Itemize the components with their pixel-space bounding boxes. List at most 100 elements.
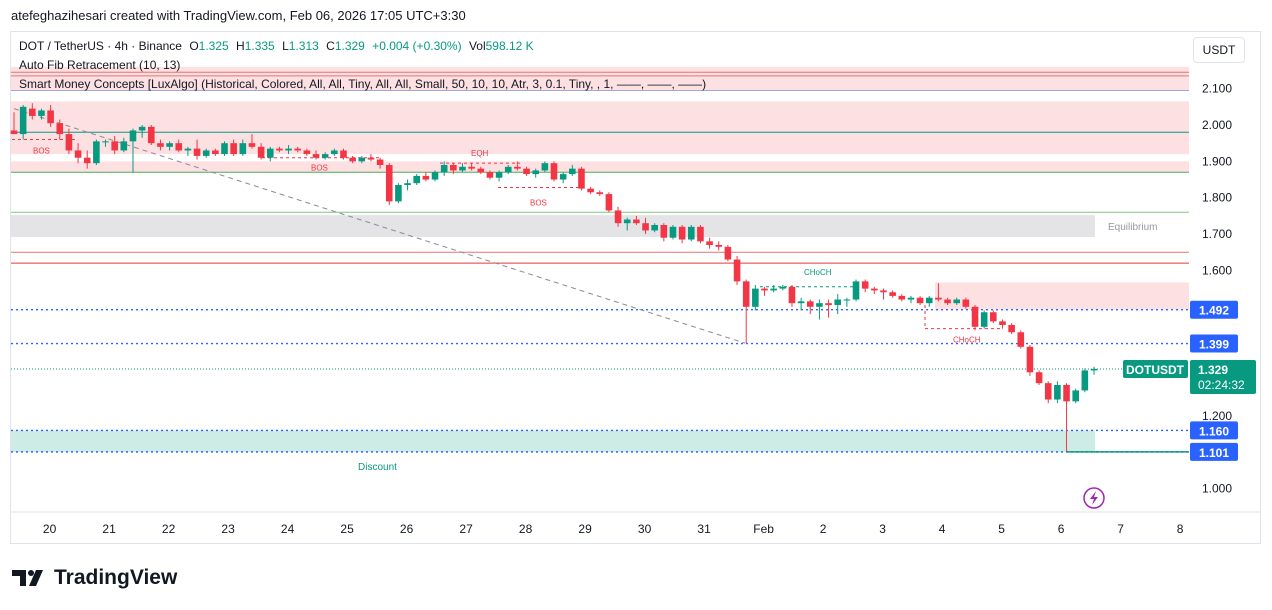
candle-body bbox=[303, 150, 311, 155]
symbol-tag-bg bbox=[1123, 359, 1188, 378]
candle-body bbox=[614, 210, 622, 224]
candle-body bbox=[843, 299, 851, 301]
candle-body bbox=[1081, 370, 1089, 391]
candle-body bbox=[779, 286, 787, 289]
candle-body bbox=[376, 159, 384, 165]
candle-body bbox=[541, 163, 549, 171]
candle-body bbox=[532, 170, 539, 175]
premium-zone bbox=[11, 101, 1189, 155]
candle-body bbox=[871, 288, 878, 291]
candle-body bbox=[312, 154, 320, 158]
tradingview-logo[interactable]: TradingView bbox=[12, 566, 177, 590]
candle-body bbox=[202, 150, 210, 156]
legend-ohlc: DOT / TetherUS · 4h · Binance O1.325 H1.… bbox=[19, 39, 534, 53]
candle-body bbox=[706, 241, 713, 245]
tradingview-logo-text: TradingView bbox=[54, 566, 178, 589]
candle-body bbox=[248, 143, 256, 147]
candle-body bbox=[1026, 346, 1034, 373]
legend-close: 1.329 bbox=[334, 39, 365, 53]
candle-body bbox=[1017, 332, 1025, 347]
legend-symbol: DOT / TetherUS · 4h · Binance bbox=[19, 39, 182, 53]
candle-body bbox=[111, 141, 118, 151]
y-tick-label: 2.100 bbox=[1202, 82, 1232, 96]
trendline bbox=[13, 108, 746, 344]
currency-button[interactable]: USDT bbox=[1193, 37, 1245, 63]
candle-body bbox=[687, 226, 695, 240]
candle-body bbox=[1035, 372, 1043, 384]
x-tick-label: 21 bbox=[102, 522, 116, 536]
candle-body bbox=[733, 259, 741, 282]
equilibrium-label: Equilibrium bbox=[1108, 222, 1157, 233]
candle-body bbox=[175, 143, 183, 151]
y-tick-label: 1.900 bbox=[1202, 154, 1232, 168]
bos-label-3: BOS bbox=[530, 199, 547, 208]
y-tick-label: 1.700 bbox=[1202, 227, 1232, 241]
candle-body bbox=[367, 157, 375, 160]
candle-body bbox=[752, 288, 759, 307]
candle-body bbox=[788, 286, 796, 304]
bos-label-2: BOS bbox=[311, 164, 328, 173]
legend-volume-label: Vol bbox=[468, 39, 486, 53]
discount-label: Discount bbox=[358, 462, 397, 473]
candle-body bbox=[898, 295, 906, 300]
legend-indicator-smc[interactable]: Smart Money Concepts [LuxAlgo] (Historic… bbox=[19, 77, 707, 91]
candle-body bbox=[385, 164, 393, 202]
legend-open-label: O bbox=[189, 39, 199, 53]
candle-body bbox=[1063, 384, 1070, 402]
y-tick-label: 1.000 bbox=[1202, 482, 1232, 496]
candle-body bbox=[742, 281, 750, 307]
equilibrium-zone bbox=[11, 215, 1095, 237]
price-label-bg bbox=[1190, 300, 1238, 319]
candle-body bbox=[358, 157, 366, 162]
x-tick-label: 3 bbox=[879, 522, 886, 536]
legend-high-label: H bbox=[236, 39, 245, 53]
candle-body bbox=[56, 123, 64, 135]
x-tick-label: 25 bbox=[340, 522, 354, 536]
legend-indicator-fib[interactable]: Auto Fib Retracement (10, 13) bbox=[19, 58, 181, 72]
y-tick-label: 2.000 bbox=[1202, 118, 1232, 132]
candle-body bbox=[129, 130, 137, 142]
candle-body bbox=[587, 188, 594, 193]
x-tick-label: 30 bbox=[638, 522, 652, 536]
candle-body bbox=[431, 172, 439, 180]
legend-close-label: C bbox=[326, 39, 335, 53]
candle-body bbox=[523, 168, 530, 175]
candle-body bbox=[797, 301, 805, 304]
candle-body bbox=[266, 148, 274, 158]
candle-body bbox=[559, 174, 567, 180]
candle-body bbox=[440, 164, 448, 173]
x-tick-label: 24 bbox=[281, 522, 295, 536]
candle-body bbox=[990, 312, 997, 322]
price-label-1.160: 1.160 bbox=[1199, 424, 1229, 438]
price-label-bg bbox=[1190, 442, 1238, 461]
tradingview-logo-icon bbox=[12, 570, 43, 586]
candle-body bbox=[935, 297, 942, 300]
candle-body bbox=[880, 290, 887, 293]
candle-body bbox=[669, 226, 677, 238]
candle-body bbox=[413, 175, 421, 184]
candle-body bbox=[340, 150, 347, 158]
candle-body bbox=[65, 134, 73, 151]
candle-body bbox=[294, 148, 302, 151]
bos-label-1: BOS bbox=[33, 147, 50, 156]
candle-body bbox=[642, 223, 649, 231]
candle-body bbox=[29, 108, 36, 116]
candle-body bbox=[47, 110, 54, 124]
candle-body bbox=[230, 143, 237, 155]
candle-body bbox=[1090, 368, 1098, 371]
x-tick-label: 23 bbox=[221, 522, 235, 536]
x-tick-label: Feb bbox=[753, 522, 774, 536]
x-tick-label: 6 bbox=[1058, 522, 1065, 536]
candle-body bbox=[1054, 384, 1061, 400]
legend-volume: 598.12 K bbox=[485, 39, 534, 53]
x-tick-label: 7 bbox=[1117, 522, 1124, 536]
candle-body bbox=[38, 110, 45, 116]
price-label-bg bbox=[1190, 334, 1238, 353]
candle-body bbox=[285, 148, 292, 151]
alert-lightning-icon[interactable] bbox=[1083, 487, 1105, 509]
candle-body bbox=[623, 219, 631, 224]
chart-frame bbox=[10, 31, 1261, 544]
candle-body bbox=[569, 168, 576, 175]
chart-credit: atefeghazihesari created with TradingVie… bbox=[11, 8, 466, 23]
